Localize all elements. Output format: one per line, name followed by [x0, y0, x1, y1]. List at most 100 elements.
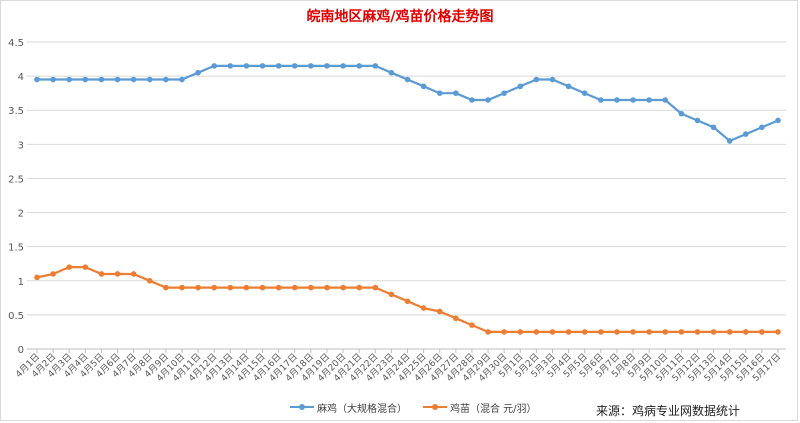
data-point-series-1	[163, 76, 169, 83]
data-point-series-1	[356, 63, 362, 69]
y-tick-label: 4	[18, 72, 24, 83]
data-point-series-1	[50, 76, 56, 83]
data-point-series-2	[453, 315, 459, 322]
data-point-series-1	[388, 69, 395, 76]
data-point-series-1	[630, 97, 636, 103]
y-tick-label: 4.5	[8, 38, 24, 49]
legend-label-series-2: 鸡苗（混合 元/羽）	[450, 403, 537, 415]
data-point-series-2	[742, 329, 749, 335]
y-tick-label: 1	[18, 277, 24, 288]
data-point-series-2	[469, 322, 475, 328]
data-point-series-1	[179, 76, 185, 83]
y-tick-label: 0	[18, 345, 24, 356]
y-tick-label: 1.5	[8, 243, 24, 254]
data-point-series-2	[759, 329, 765, 335]
data-point-series-1	[324, 63, 330, 69]
data-point-series-2	[501, 329, 507, 335]
y-tick-label: 0.5	[8, 311, 24, 322]
data-point-series-1	[501, 90, 507, 96]
data-point-series-2	[726, 329, 733, 335]
data-point-series-1	[130, 76, 137, 83]
data-point-series-2	[388, 291, 395, 298]
data-point-series-1	[98, 76, 105, 83]
data-point-series-2	[340, 284, 346, 291]
legend-label-series-1: 麻鸡（大规格混合）	[317, 403, 407, 415]
data-point-series-1	[775, 117, 781, 124]
data-point-series-1	[694, 117, 701, 124]
data-point-series-2	[66, 264, 73, 270]
data-point-series-2	[34, 274, 40, 281]
y-tick-label: 3	[18, 140, 24, 151]
data-point-series-2	[678, 329, 685, 335]
data-point-series-1	[82, 76, 89, 83]
data-point-series-2	[517, 329, 524, 335]
data-point-series-2	[275, 284, 282, 291]
data-point-series-2	[163, 284, 169, 291]
data-point-series-2	[420, 305, 427, 311]
legend-item-series-2: 鸡苗（混合 元/羽）	[423, 400, 537, 415]
data-point-series-2	[598, 329, 604, 335]
data-point-series-2	[82, 264, 89, 270]
data-point-series-2	[436, 308, 443, 315]
data-point-series-2	[211, 284, 217, 291]
data-point-series-2	[614, 329, 620, 335]
data-point-series-1	[581, 90, 588, 96]
data-point-series-1	[710, 124, 717, 131]
data-point-series-2	[243, 284, 250, 291]
data-point-series-2	[775, 329, 781, 335]
data-point-series-1	[211, 63, 217, 69]
y-tick-label: 2.5	[8, 174, 24, 185]
data-point-series-1	[517, 83, 524, 90]
y-tick-label: 2	[18, 209, 24, 220]
data-point-series-2	[195, 284, 201, 291]
data-point-series-2	[324, 284, 330, 291]
data-point-series-2	[533, 329, 540, 335]
data-point-series-1	[291, 63, 298, 69]
data-point-series-1	[646, 97, 652, 103]
data-point-series-2	[356, 284, 362, 291]
data-point-series-1	[66, 76, 73, 83]
data-point-series-1	[243, 63, 250, 69]
data-point-series-1	[598, 97, 604, 103]
data-point-series-1	[726, 138, 733, 144]
data-point-series-1	[614, 97, 620, 103]
chart-title: 皖南地区麻鸡/鸡苗价格走势图	[306, 9, 494, 25]
data-point-series-2	[581, 329, 588, 335]
data-point-series-1	[469, 97, 475, 103]
data-point-series-1	[678, 110, 685, 117]
y-tick-label: 3.5	[8, 106, 24, 117]
data-point-series-1	[420, 83, 427, 90]
data-point-series-1	[549, 76, 556, 83]
data-point-series-2	[179, 284, 185, 291]
data-point-series-1	[533, 76, 540, 83]
data-point-series-1	[259, 63, 266, 69]
data-point-series-2	[372, 284, 379, 291]
source-note: 来源：鸡病专业网数据统计	[596, 404, 741, 418]
chart-legend: 麻鸡（大规格混合） 鸡苗（混合 元/羽）	[290, 398, 553, 416]
data-point-series-1	[146, 76, 153, 83]
data-point-series-1	[436, 90, 443, 96]
data-point-series-1	[227, 63, 234, 69]
data-point-series-1	[485, 97, 491, 103]
data-point-series-1	[34, 76, 40, 83]
data-point-series-2	[259, 284, 266, 291]
data-point-series-2	[130, 271, 137, 277]
data-point-series-2	[404, 298, 411, 305]
data-point-series-1	[742, 131, 749, 137]
data-point-series-2	[146, 277, 153, 284]
data-point-series-1	[404, 76, 411, 83]
data-point-series-1	[275, 63, 282, 69]
data-point-series-2	[114, 271, 121, 277]
legend-swatch-series-1	[290, 402, 314, 412]
data-point-series-1	[195, 69, 201, 76]
data-point-series-1	[372, 63, 379, 69]
data-point-series-2	[50, 271, 56, 277]
data-point-series-1	[308, 63, 314, 69]
data-point-series-1	[114, 76, 121, 83]
data-point-series-2	[98, 271, 105, 277]
data-point-series-2	[646, 329, 652, 335]
data-point-series-2	[485, 329, 491, 335]
data-point-series-2	[308, 284, 314, 291]
